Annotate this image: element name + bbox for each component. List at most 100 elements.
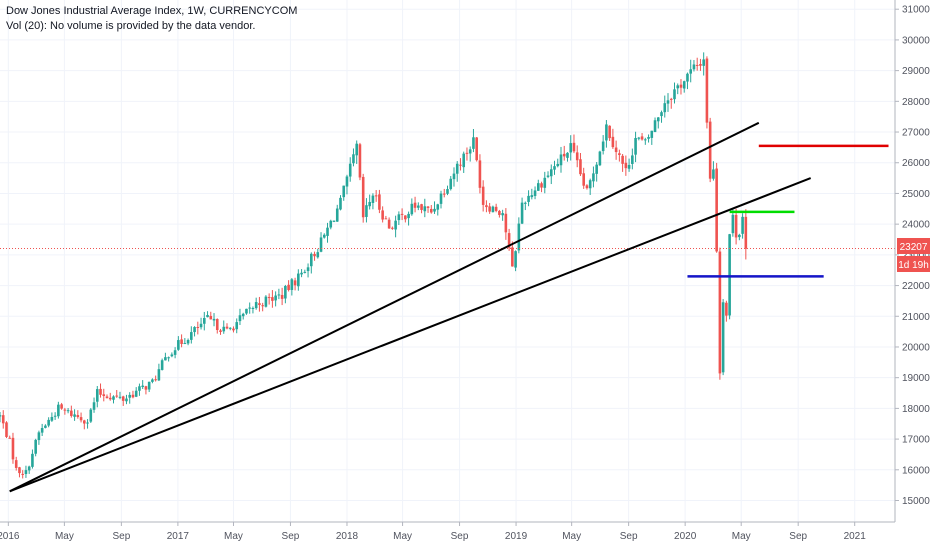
candle-body [543,177,547,188]
candle-body [407,213,410,219]
trend-line [9,177,812,493]
candle-body [5,422,8,437]
price-tick-label: 23000 [902,250,930,261]
candle-body [154,379,157,381]
candle-body [248,307,251,309]
candle-body [79,417,83,421]
candle-body [637,137,641,139]
candle-body [63,409,67,411]
candle-body [235,322,239,330]
candle-body [251,307,255,309]
candle-body [588,180,592,189]
candle-body [329,220,333,228]
candle-body [618,153,621,155]
candle-body [744,216,748,249]
time-tick-label: Sep [451,531,469,542]
candle-body [738,234,741,238]
candle-body [73,414,76,417]
volume-note: Vol (20): No volume is provided by the d… [6,20,256,32]
candle-body [151,379,154,382]
candle-body [481,186,485,205]
price-tick-label: 21000 [902,312,930,323]
candle-body [40,428,44,433]
candle-body [361,176,365,218]
candle-body [676,85,680,89]
price-axis[interactable]: 15000 16000 17000 18000 19000 20000 21000 22000… [894,0,930,522]
price-tick-label: 27000 [902,128,930,139]
candle-body [507,233,511,248]
time-tick-label: May [562,531,581,542]
candle-body [371,195,375,204]
candle-body [426,206,430,208]
candle-body [34,439,37,454]
time-tick-label: Sep [112,531,130,542]
candle-body [326,227,329,236]
candle-body [83,420,86,424]
candle-body [183,343,187,345]
time-tick-label: May [224,531,243,542]
candle-body [734,214,738,238]
candle-body [702,59,705,66]
bar-countdown-label: 1d 19h [898,260,929,271]
candle-body [24,470,28,474]
candle-body [413,202,417,208]
candle-body [391,227,394,229]
candle-body [280,294,284,299]
candle-body [86,422,89,424]
candle-body [472,137,475,149]
candle-body [660,112,663,117]
candle-body [498,210,501,215]
candle-body [219,330,222,332]
current-price-label: 23207 [900,242,928,253]
candle-body [650,130,654,138]
candle-body [53,415,57,417]
time-tick-label: May [732,531,751,542]
candle-body [0,415,2,417]
current-price-tag [897,238,930,254]
candle-body [21,473,24,475]
candle-body [225,326,229,329]
candle-body [423,206,427,212]
candle-body [284,285,287,299]
candle-body [44,425,47,428]
time-tick-label: Sep [620,531,638,542]
candle-body [70,410,73,416]
time-axis[interactable]: 2016 May Sep 2017 May Sep 2018 May Sep 2019 May Sep… [0,521,895,542]
candle-body [533,190,537,196]
candle-body [572,142,576,152]
candle-body [501,213,504,216]
candle-body [569,143,573,153]
candle-body [417,205,420,208]
candle-body [673,89,676,100]
candle-body [374,195,378,197]
candle-body [267,297,271,299]
candle-body [8,437,12,439]
candle-body [300,272,303,275]
candle-body [18,467,21,474]
candle-body [647,137,650,139]
candle-body [261,305,264,307]
candle-body [394,220,397,230]
candle-body [686,73,689,82]
candle-body [112,396,115,400]
candle-body [313,253,316,257]
candle-body [99,388,102,395]
candle-body [339,197,342,210]
candle-body [287,284,290,291]
candle-body [644,139,647,141]
candle-body [608,125,611,139]
time-tick-label: 2019 [505,531,528,542]
candle-body [297,273,300,287]
price-tick-label: 31000 [902,5,930,16]
time-tick-label: May [55,531,74,542]
time-tick-label: Sep [282,531,300,542]
price-tick-label: 16000 [902,465,930,476]
price-tick-label: 29000 [902,66,930,77]
candle-body [89,409,93,422]
candle-body [177,340,180,350]
candle-body [404,215,407,220]
candle-body [368,201,371,207]
candle-body [215,319,219,331]
candle-body [212,318,216,321]
